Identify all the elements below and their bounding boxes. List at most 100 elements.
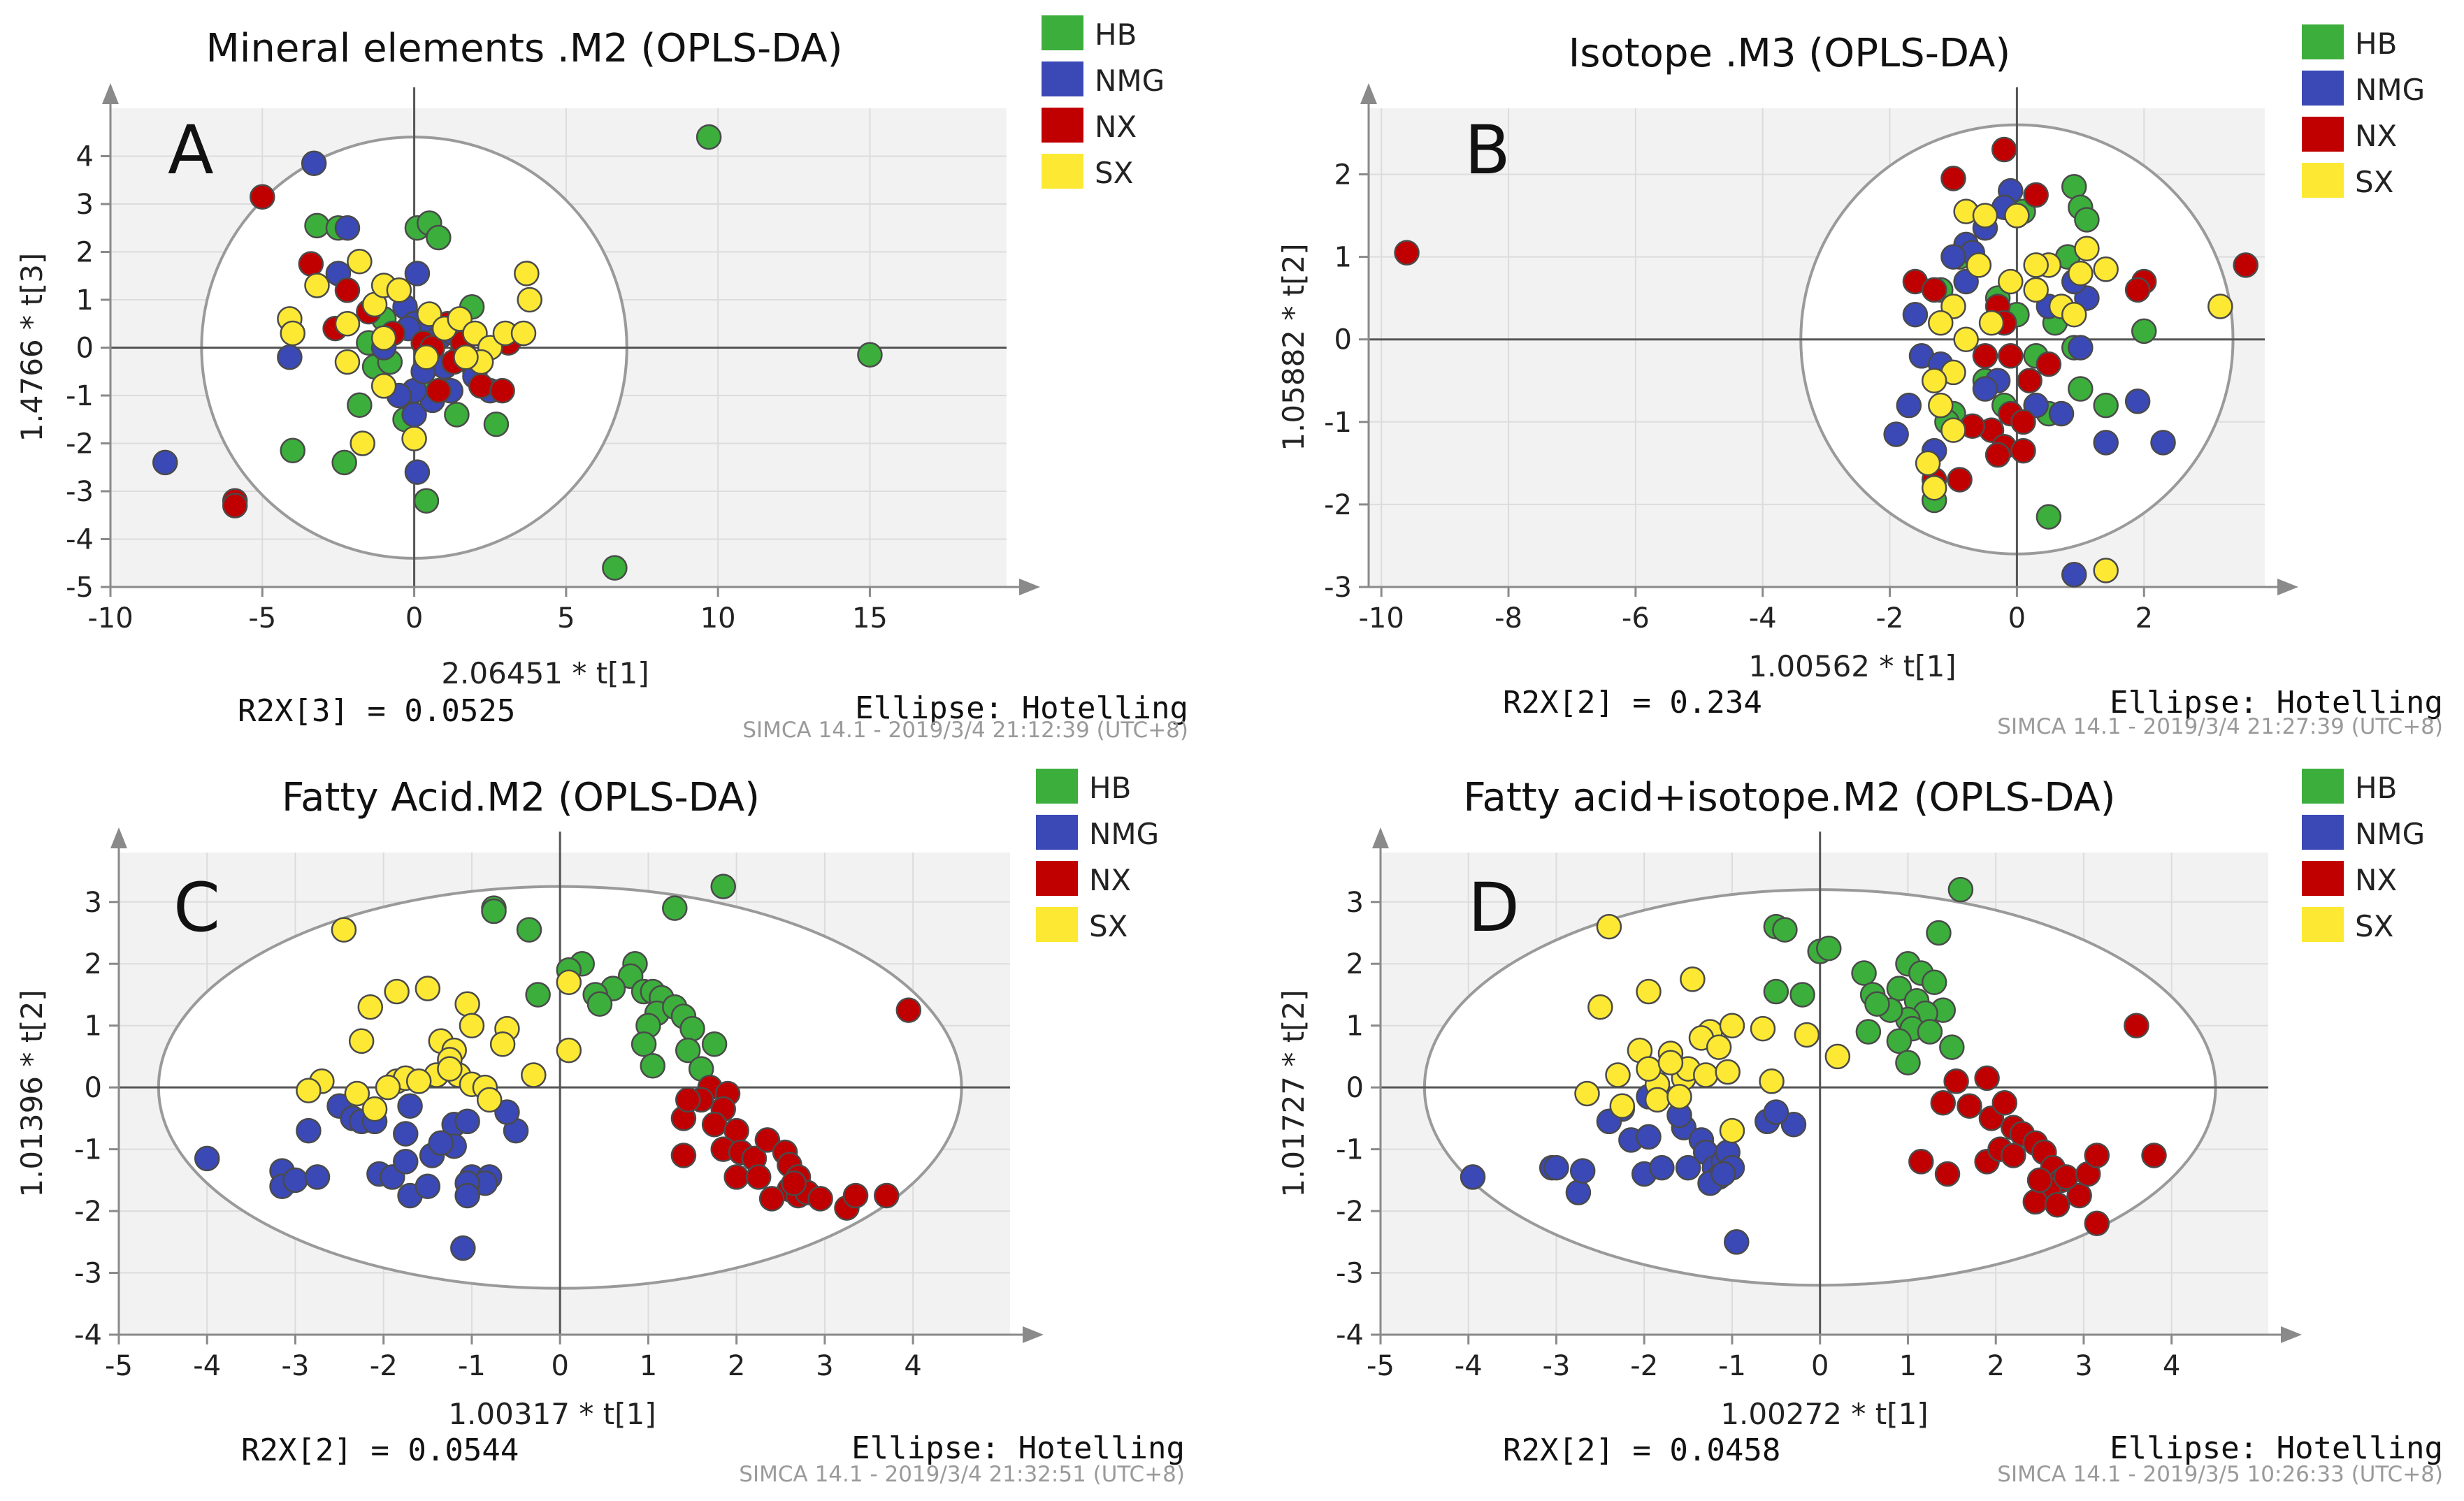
point-sx [280, 320, 305, 347]
legend-label-nx: NX [2355, 863, 2397, 897]
x-tick-label: 2 [1987, 1350, 2004, 1382]
point-sx [1972, 203, 1998, 229]
point-nmg [1896, 392, 1922, 419]
y-tick-label: -3 [1336, 1258, 1364, 1290]
point-hb [331, 449, 357, 476]
legend-swatch-nmg [2302, 815, 2344, 850]
point-nmg [397, 1093, 423, 1119]
point-nx [1991, 1090, 2018, 1116]
point-nmg [304, 1164, 331, 1190]
x-tick-label: -5 [105, 1350, 133, 1382]
point-nx [2084, 1143, 2110, 1168]
point-nmg [1763, 1099, 1789, 1125]
point-sx [1636, 1056, 1662, 1082]
point-nx [2036, 351, 2062, 377]
point-sx [1966, 252, 1992, 278]
x-tick-label: -5 [1367, 1350, 1395, 1382]
point-hb [675, 1037, 701, 1064]
point-hb [1763, 978, 1789, 1005]
point-hb [444, 402, 470, 428]
x-axis-arrow-icon [2281, 1326, 2302, 1343]
point-nx [781, 1170, 807, 1196]
point-sx [521, 1062, 547, 1088]
point-hb [2074, 207, 2100, 233]
y-tick-label: -4 [1336, 1319, 1364, 1351]
point-sx [1706, 1034, 1732, 1060]
point-nx [426, 377, 452, 404]
y-tick-label: 3 [76, 189, 94, 221]
axes [1372, 827, 2302, 1343]
point-nmg [277, 344, 303, 370]
legend-swatch-nmg [1042, 61, 1083, 96]
point-hb [1886, 976, 1912, 1001]
y-tick-label: -3 [1324, 572, 1352, 604]
legend-swatch-hb [1036, 769, 1078, 804]
legend-label-nmg: NMG [2355, 817, 2425, 851]
x-tick-label: -2 [1630, 1350, 1658, 1382]
point-sx [1596, 913, 1622, 940]
point-nx [2084, 1210, 2110, 1237]
point-nmg [1636, 1124, 1662, 1150]
point-nx [1991, 136, 2017, 163]
point-sx [413, 344, 440, 370]
y-tick-label: 3 [85, 887, 102, 919]
data-points [152, 124, 883, 581]
x-axis-arrow-icon [2277, 579, 2298, 595]
point-nx [1998, 343, 2024, 369]
point-nx [723, 1164, 749, 1190]
x-tick-label: 1 [640, 1350, 657, 1382]
point-sx [1719, 1117, 1745, 1144]
panel-a: Mineral elements .M2 (OPLS-DA) HB NMG NX… [15, 15, 1188, 743]
point-sx [357, 994, 384, 1020]
panel-c: Fatty Acid.M2 (OPLS-DA) HB NMG NX SX -5-… [15, 769, 1185, 1487]
point-hb [602, 555, 628, 581]
point-sx [556, 969, 582, 996]
axes [1360, 83, 2298, 595]
data-points [1460, 876, 2167, 1255]
point-sx [1978, 310, 2005, 336]
point-sx [1759, 1068, 1785, 1094]
legend-label-sx: SX [1095, 156, 1133, 190]
point-sx [1680, 966, 1706, 992]
ellipse-label: Ellipse: Hotelling [2110, 1430, 2443, 1466]
y-axis-label: 1.01727 * t[2] [1276, 989, 1311, 1197]
point-sx [370, 373, 397, 399]
point-sx [1574, 1080, 1600, 1107]
y-axis-label: 1.01396 * t[2] [15, 989, 49, 1197]
zero-lines [119, 832, 1010, 1335]
legend-swatch-nx [1036, 861, 1078, 896]
point-hb [696, 124, 722, 150]
point-nmg [450, 1235, 476, 1261]
chart-title: Mineral elements .M2 (OPLS-DA) [206, 26, 843, 71]
legend-label-hb: HB [2355, 27, 2397, 61]
x-tick-label: -4 [1455, 1350, 1483, 1382]
point-hb [481, 898, 507, 924]
point-hb [710, 873, 736, 899]
point-nmg [334, 215, 361, 241]
legend-label-nmg: NMG [1095, 64, 1165, 98]
legend-label-hb: HB [1095, 17, 1137, 52]
zero-lines [1369, 87, 2265, 587]
point-sx [453, 344, 479, 370]
point-sx [1998, 268, 2024, 295]
y-axis-arrow-icon [1372, 827, 1389, 848]
point-hb [516, 917, 542, 943]
point-nmg [454, 1108, 480, 1135]
point-sx [401, 426, 427, 451]
x-tick-label: 0 [1811, 1350, 1829, 1382]
point-nx [754, 1127, 781, 1153]
x-tick-label: -1 [458, 1350, 486, 1382]
legend-swatch-sx [2302, 907, 2344, 942]
point-nx [468, 373, 494, 399]
point-sx [2207, 293, 2233, 319]
point-nx [2001, 1143, 2026, 1168]
point-nx [1921, 277, 1947, 303]
x-tick-label: 0 [2008, 602, 2026, 635]
r2x-value: R2X[3] = 0.0525 [238, 693, 515, 729]
point-nmg [393, 1121, 419, 1147]
point-nx [842, 1182, 869, 1209]
legend-swatch-nmg [1036, 815, 1078, 850]
point-sx [1824, 1043, 1851, 1070]
point-sx [334, 349, 361, 375]
